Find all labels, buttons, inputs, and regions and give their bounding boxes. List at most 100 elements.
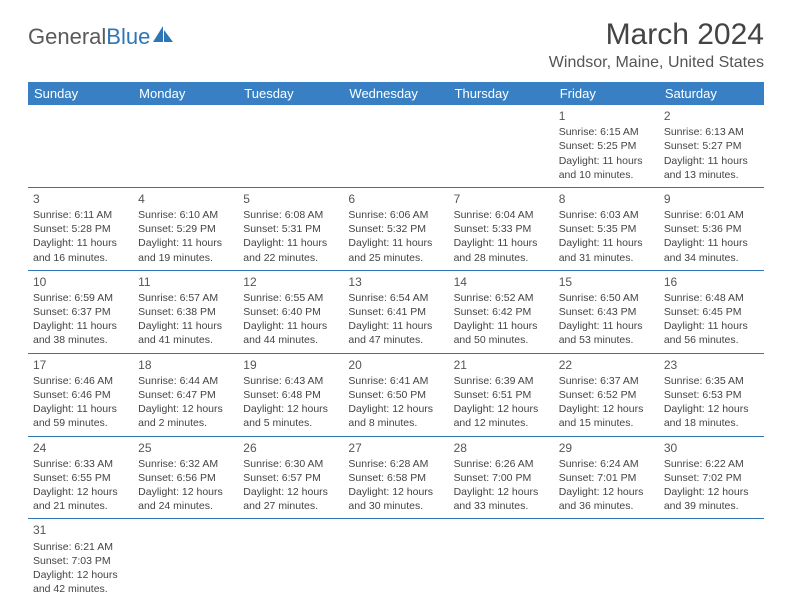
day-number: 19 <box>243 357 338 373</box>
dow-cell: Sunday <box>28 82 133 105</box>
day-number: 7 <box>454 191 549 207</box>
day-line: Sunset: 5:33 PM <box>454 222 549 236</box>
day-line: Sunrise: 6:28 AM <box>348 457 443 471</box>
day-line: and 22 minutes. <box>243 251 338 265</box>
day-line: Sunrise: 6:11 AM <box>33 208 128 222</box>
sail-icon <box>153 24 175 50</box>
day-line: Daylight: 12 hours <box>664 402 759 416</box>
day-line: and 38 minutes. <box>33 333 128 347</box>
day-line: Sunset: 6:37 PM <box>33 305 128 319</box>
day-number: 9 <box>664 191 759 207</box>
day-cell: 9Sunrise: 6:01 AMSunset: 5:36 PMDaylight… <box>659 188 764 270</box>
day-line: Daylight: 11 hours <box>454 319 549 333</box>
empty-cell <box>343 105 448 187</box>
day-line: Sunset: 6:51 PM <box>454 388 549 402</box>
day-number: 10 <box>33 274 128 290</box>
dow-cell: Wednesday <box>343 82 448 105</box>
dow-cell: Saturday <box>659 82 764 105</box>
day-number: 3 <box>33 191 128 207</box>
day-line: Sunrise: 6:46 AM <box>33 374 128 388</box>
empty-cell <box>449 519 554 601</box>
day-line: Daylight: 11 hours <box>664 154 759 168</box>
day-cell: 6Sunrise: 6:06 AMSunset: 5:32 PMDaylight… <box>343 188 448 270</box>
day-line: Sunrise: 6:52 AM <box>454 291 549 305</box>
day-line: and 15 minutes. <box>559 416 654 430</box>
day-cell: 21Sunrise: 6:39 AMSunset: 6:51 PMDayligh… <box>449 354 554 436</box>
day-line: and 28 minutes. <box>454 251 549 265</box>
day-line: Daylight: 11 hours <box>33 319 128 333</box>
day-line: Sunrise: 6:06 AM <box>348 208 443 222</box>
empty-cell <box>238 519 343 601</box>
week-row: 31Sunrise: 6:21 AMSunset: 7:03 PMDayligh… <box>28 519 764 601</box>
day-line: Sunset: 5:35 PM <box>559 222 654 236</box>
day-line: Sunset: 5:28 PM <box>33 222 128 236</box>
day-line: and 27 minutes. <box>243 499 338 513</box>
day-cell: 20Sunrise: 6:41 AMSunset: 6:50 PMDayligh… <box>343 354 448 436</box>
day-line: and 24 minutes. <box>138 499 233 513</box>
day-line: Daylight: 12 hours <box>33 485 128 499</box>
day-cell: 3Sunrise: 6:11 AMSunset: 5:28 PMDaylight… <box>28 188 133 270</box>
day-line: Sunrise: 6:33 AM <box>33 457 128 471</box>
day-number: 27 <box>348 440 443 456</box>
day-cell: 18Sunrise: 6:44 AMSunset: 6:47 PMDayligh… <box>133 354 238 436</box>
day-line: Daylight: 12 hours <box>33 568 128 582</box>
day-line: Sunset: 6:53 PM <box>664 388 759 402</box>
day-cell: 31Sunrise: 6:21 AMSunset: 7:03 PMDayligh… <box>28 519 133 601</box>
dow-row: SundayMondayTuesdayWednesdayThursdayFrid… <box>28 82 764 105</box>
day-line: Sunset: 6:41 PM <box>348 305 443 319</box>
day-line: Sunset: 6:46 PM <box>33 388 128 402</box>
day-line: and 31 minutes. <box>559 251 654 265</box>
day-line: and 47 minutes. <box>348 333 443 347</box>
day-number: 2 <box>664 108 759 124</box>
day-line: Sunrise: 6:41 AM <box>348 374 443 388</box>
day-line: Sunrise: 6:44 AM <box>138 374 233 388</box>
day-line: Sunrise: 6:01 AM <box>664 208 759 222</box>
day-number: 1 <box>559 108 654 124</box>
day-number: 4 <box>138 191 233 207</box>
day-line: Sunset: 5:25 PM <box>559 139 654 153</box>
dow-cell: Friday <box>554 82 659 105</box>
day-line: Daylight: 12 hours <box>138 402 233 416</box>
day-cell: 30Sunrise: 6:22 AMSunset: 7:02 PMDayligh… <box>659 437 764 519</box>
empty-cell <box>28 105 133 187</box>
day-line: Sunrise: 6:59 AM <box>33 291 128 305</box>
day-cell: 7Sunrise: 6:04 AMSunset: 5:33 PMDaylight… <box>449 188 554 270</box>
day-cell: 5Sunrise: 6:08 AMSunset: 5:31 PMDaylight… <box>238 188 343 270</box>
day-line: Sunset: 6:52 PM <box>559 388 654 402</box>
day-line: Daylight: 12 hours <box>348 485 443 499</box>
day-line: Sunset: 5:27 PM <box>664 139 759 153</box>
day-cell: 14Sunrise: 6:52 AMSunset: 6:42 PMDayligh… <box>449 271 554 353</box>
day-cell: 19Sunrise: 6:43 AMSunset: 6:48 PMDayligh… <box>238 354 343 436</box>
day-line: Sunrise: 6:39 AM <box>454 374 549 388</box>
day-line: and 39 minutes. <box>664 499 759 513</box>
day-line: and 34 minutes. <box>664 251 759 265</box>
week-row: 24Sunrise: 6:33 AMSunset: 6:55 PMDayligh… <box>28 437 764 520</box>
day-cell: 26Sunrise: 6:30 AMSunset: 6:57 PMDayligh… <box>238 437 343 519</box>
day-line: and 5 minutes. <box>243 416 338 430</box>
day-cell: 24Sunrise: 6:33 AMSunset: 6:55 PMDayligh… <box>28 437 133 519</box>
day-line: Sunset: 7:03 PM <box>33 554 128 568</box>
day-number: 30 <box>664 440 759 456</box>
day-line: Sunrise: 6:50 AM <box>559 291 654 305</box>
day-line: Sunset: 7:02 PM <box>664 471 759 485</box>
day-line: Sunset: 5:31 PM <box>243 222 338 236</box>
day-line: Sunrise: 6:04 AM <box>454 208 549 222</box>
day-line: Sunrise: 6:57 AM <box>138 291 233 305</box>
day-line: Sunset: 6:48 PM <box>243 388 338 402</box>
day-number: 31 <box>33 522 128 538</box>
day-line: Sunrise: 6:54 AM <box>348 291 443 305</box>
day-line: Sunrise: 6:43 AM <box>243 374 338 388</box>
day-line: Sunrise: 6:55 AM <box>243 291 338 305</box>
day-cell: 25Sunrise: 6:32 AMSunset: 6:56 PMDayligh… <box>133 437 238 519</box>
day-line: and 50 minutes. <box>454 333 549 347</box>
day-line: Sunset: 6:50 PM <box>348 388 443 402</box>
day-line: Sunrise: 6:48 AM <box>664 291 759 305</box>
day-line: Sunset: 6:42 PM <box>454 305 549 319</box>
brand-text-2: Blue <box>106 24 150 50</box>
day-cell: 15Sunrise: 6:50 AMSunset: 6:43 PMDayligh… <box>554 271 659 353</box>
empty-cell <box>343 519 448 601</box>
day-number: 24 <box>33 440 128 456</box>
day-line: Daylight: 12 hours <box>348 402 443 416</box>
day-line: Sunset: 5:29 PM <box>138 222 233 236</box>
day-line: Daylight: 11 hours <box>138 319 233 333</box>
